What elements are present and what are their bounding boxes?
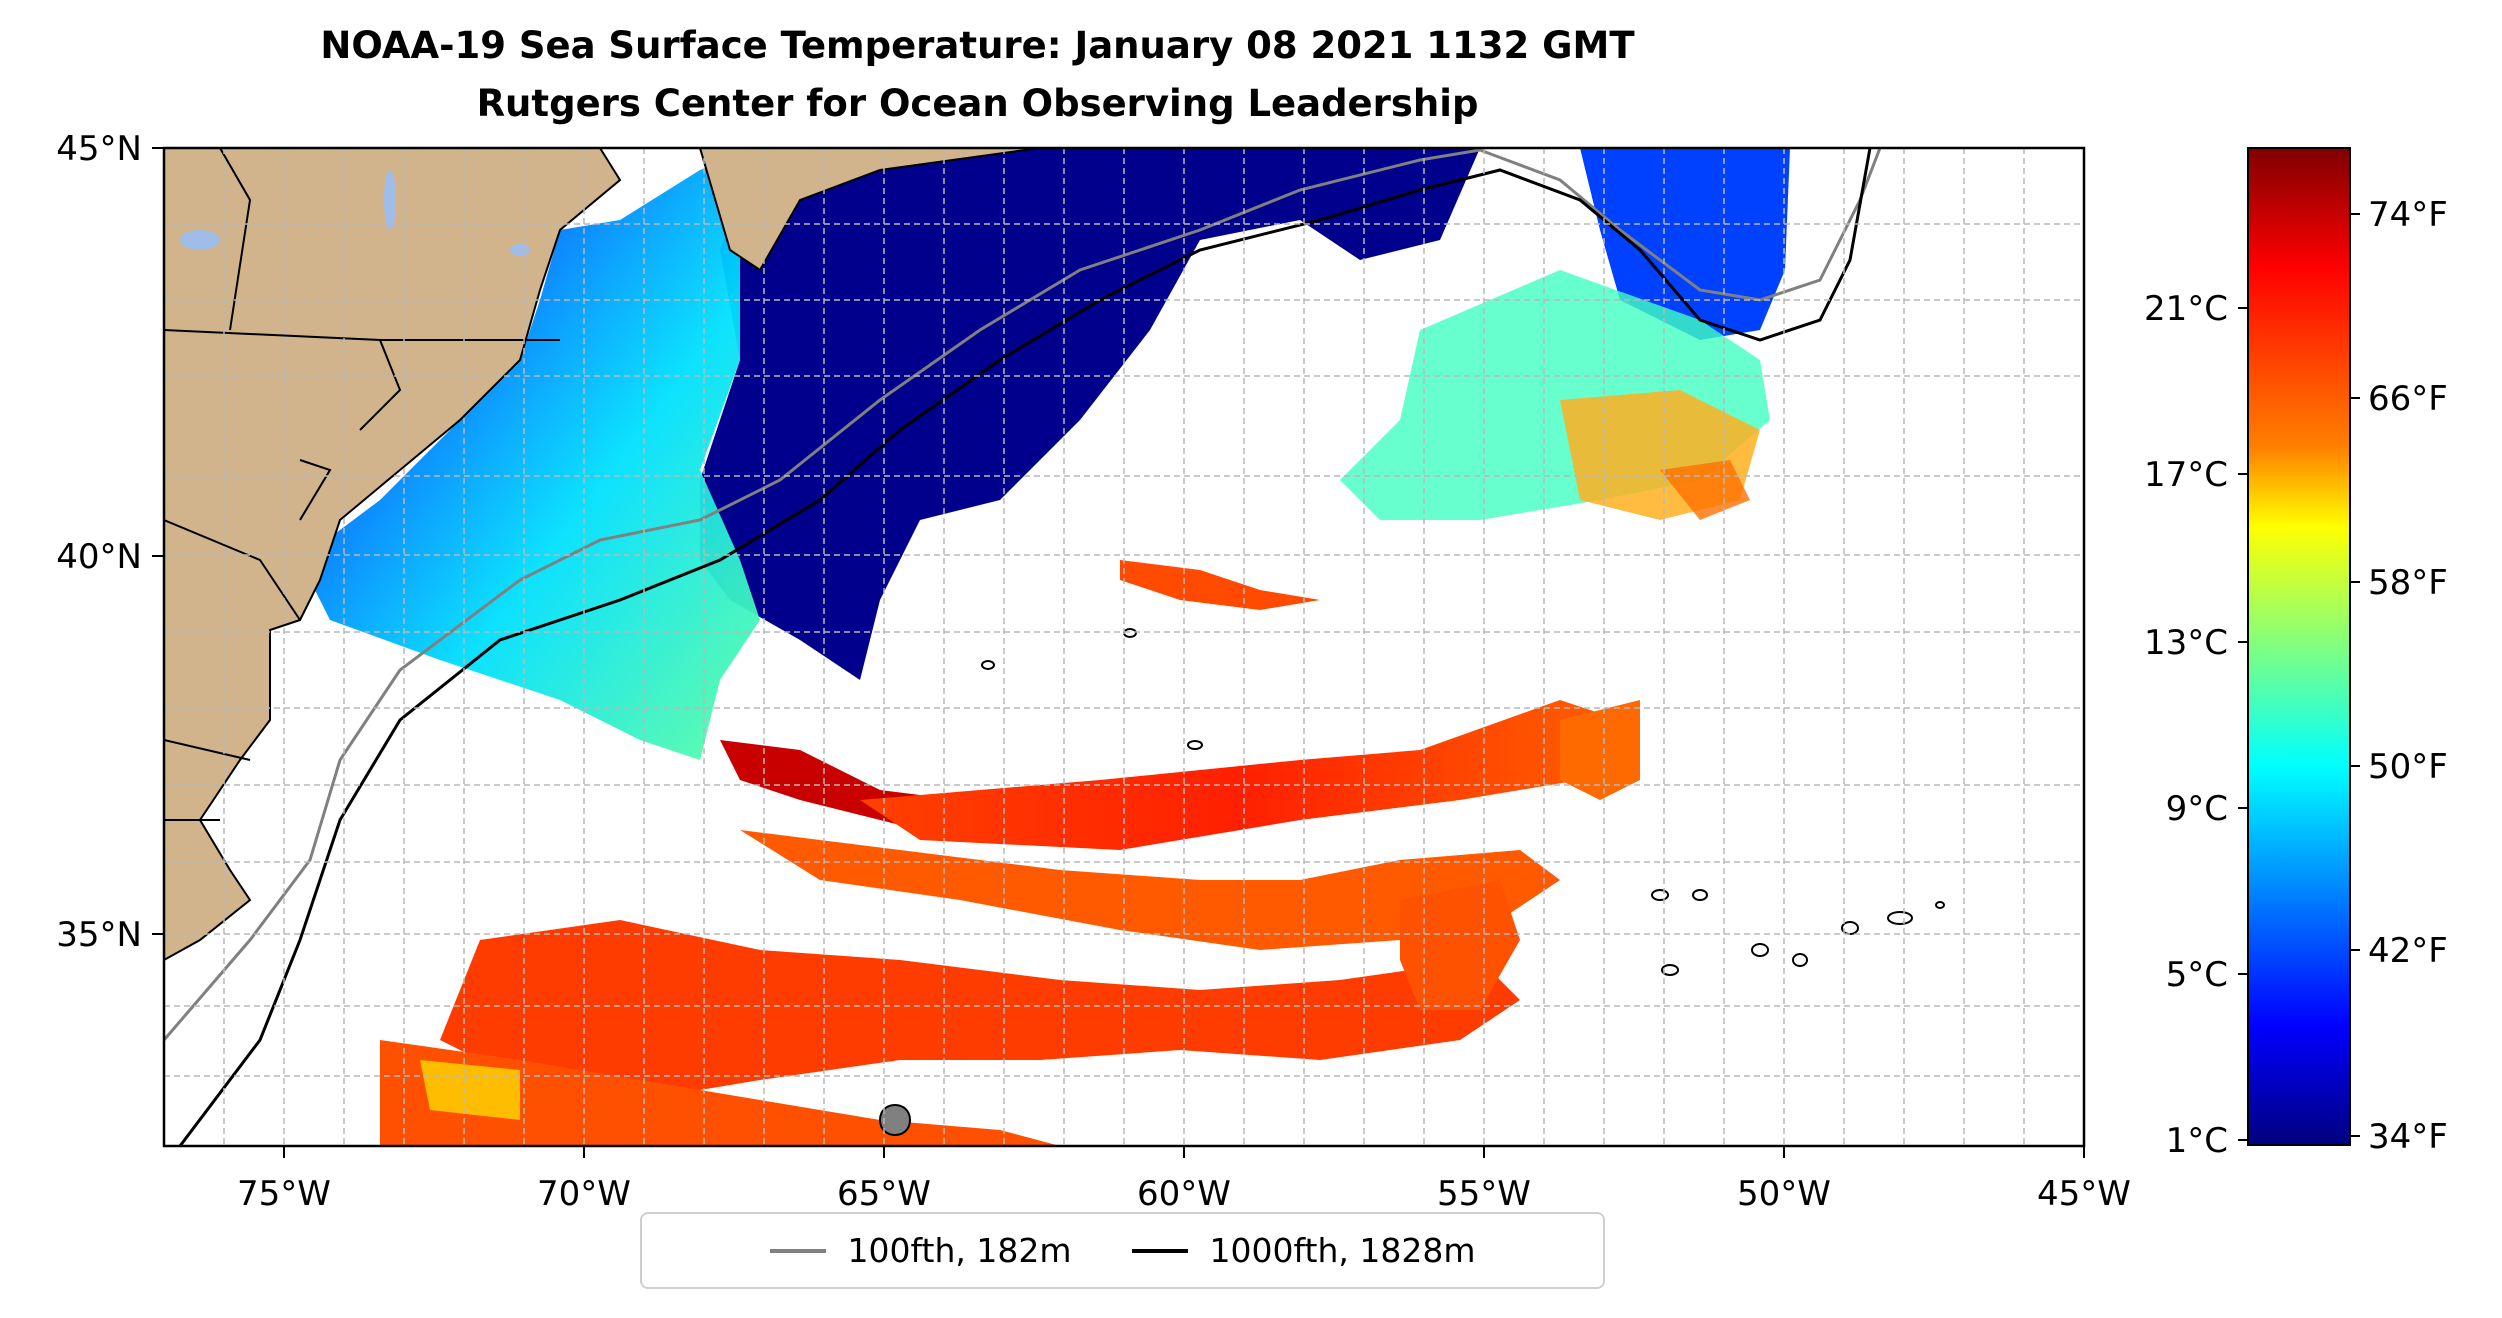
lat-tick-label: 45°N <box>56 129 142 169</box>
legend-item-1000fth: 1000fth, 1828m <box>1131 1231 1476 1270</box>
contour-100fth <box>164 148 1882 1041</box>
plot-frame <box>162 146 2086 1148</box>
colorbar-fahrenheit-label: 74°F <box>2368 195 2448 235</box>
colorbar-ticks <box>2238 213 2360 1141</box>
colorbar-fahrenheit-label: 58°F <box>2368 563 2448 603</box>
legend-label: 100fth, 182m <box>847 1231 1072 1270</box>
map-title: NOAA-19 Sea Surface Temperature: January… <box>320 24 1635 67</box>
legend-label: 1000fth, 1828m <box>1209 1231 1476 1270</box>
lat-tick-label: 40°N <box>56 537 142 577</box>
colorbar-fahrenheit-label: 50°F <box>2368 747 2448 787</box>
colorbar-celsius-label: 17°C <box>2144 455 2228 495</box>
state-borders <box>164 148 560 821</box>
shelf-warm-patch-2 <box>1660 460 1750 520</box>
colorbar <box>2247 147 2351 1146</box>
colorbar-celsius-label: 21°C <box>2144 289 2228 329</box>
legend-item-100fth: 100fth, 182m <box>769 1231 1072 1270</box>
lon-tick-label: 45°W <box>2037 1174 2131 1214</box>
lon-tick-label: 60°W <box>1137 1174 1231 1214</box>
warm-filament-3 <box>740 830 1560 950</box>
axis-ticks <box>152 147 2085 1158</box>
contour-legend: 100fth, 182m 1000fth, 1828m <box>640 1212 1605 1289</box>
colorbar-celsius-label: 13°C <box>2144 623 2228 663</box>
legend-line-black <box>1131 1248 1188 1253</box>
colorbar-fahrenheit-label: 66°F <box>2368 379 2448 419</box>
yellow-patch-sw <box>420 1060 520 1120</box>
lon-tick-label: 75°W <box>237 1174 331 1214</box>
colorbar-celsius-label: 9°C <box>2166 789 2228 829</box>
coastal-cool-water <box>300 150 760 760</box>
colorbar-celsius-label: 1°C <box>2166 1121 2228 1161</box>
warm-region-southwest <box>380 1040 1060 1146</box>
lon-tick-label: 55°W <box>1437 1174 1531 1214</box>
warm-filament-2 <box>1120 560 1320 610</box>
warm-patch-southeast <box>1400 880 1520 1010</box>
colorbar-fahrenheit-label: 34°F <box>2368 1117 2448 1157</box>
seamount-contours <box>981 628 1945 976</box>
cold-water-region <box>700 148 1480 680</box>
legend-line-gray <box>769 1248 826 1253</box>
lakes <box>180 170 530 256</box>
map-subtitle: Rutgers Center for Ocean Observing Leade… <box>476 82 1479 125</box>
lon-tick-label: 50°W <box>1737 1174 1831 1214</box>
contour-seamount <box>878 1104 912 1136</box>
land-north-america <box>164 148 622 962</box>
map-gridlines <box>164 148 2084 1146</box>
lat-tick-label: 35°N <box>56 915 142 955</box>
lon-tick-label: 65°W <box>837 1174 931 1214</box>
colorbar-celsius-label: 5°C <box>2166 955 2228 995</box>
northeast-cool-water <box>1580 148 1790 340</box>
warm-region-south <box>440 920 1520 1100</box>
map-plot-area <box>164 148 2084 1146</box>
warm-filament-1 <box>860 700 1620 850</box>
colorbar-fahrenheit-label: 42°F <box>2368 931 2448 971</box>
lon-tick-label: 70°W <box>537 1174 631 1214</box>
land-northeast <box>698 148 1041 272</box>
warm-patch-east <box>1560 700 1640 800</box>
